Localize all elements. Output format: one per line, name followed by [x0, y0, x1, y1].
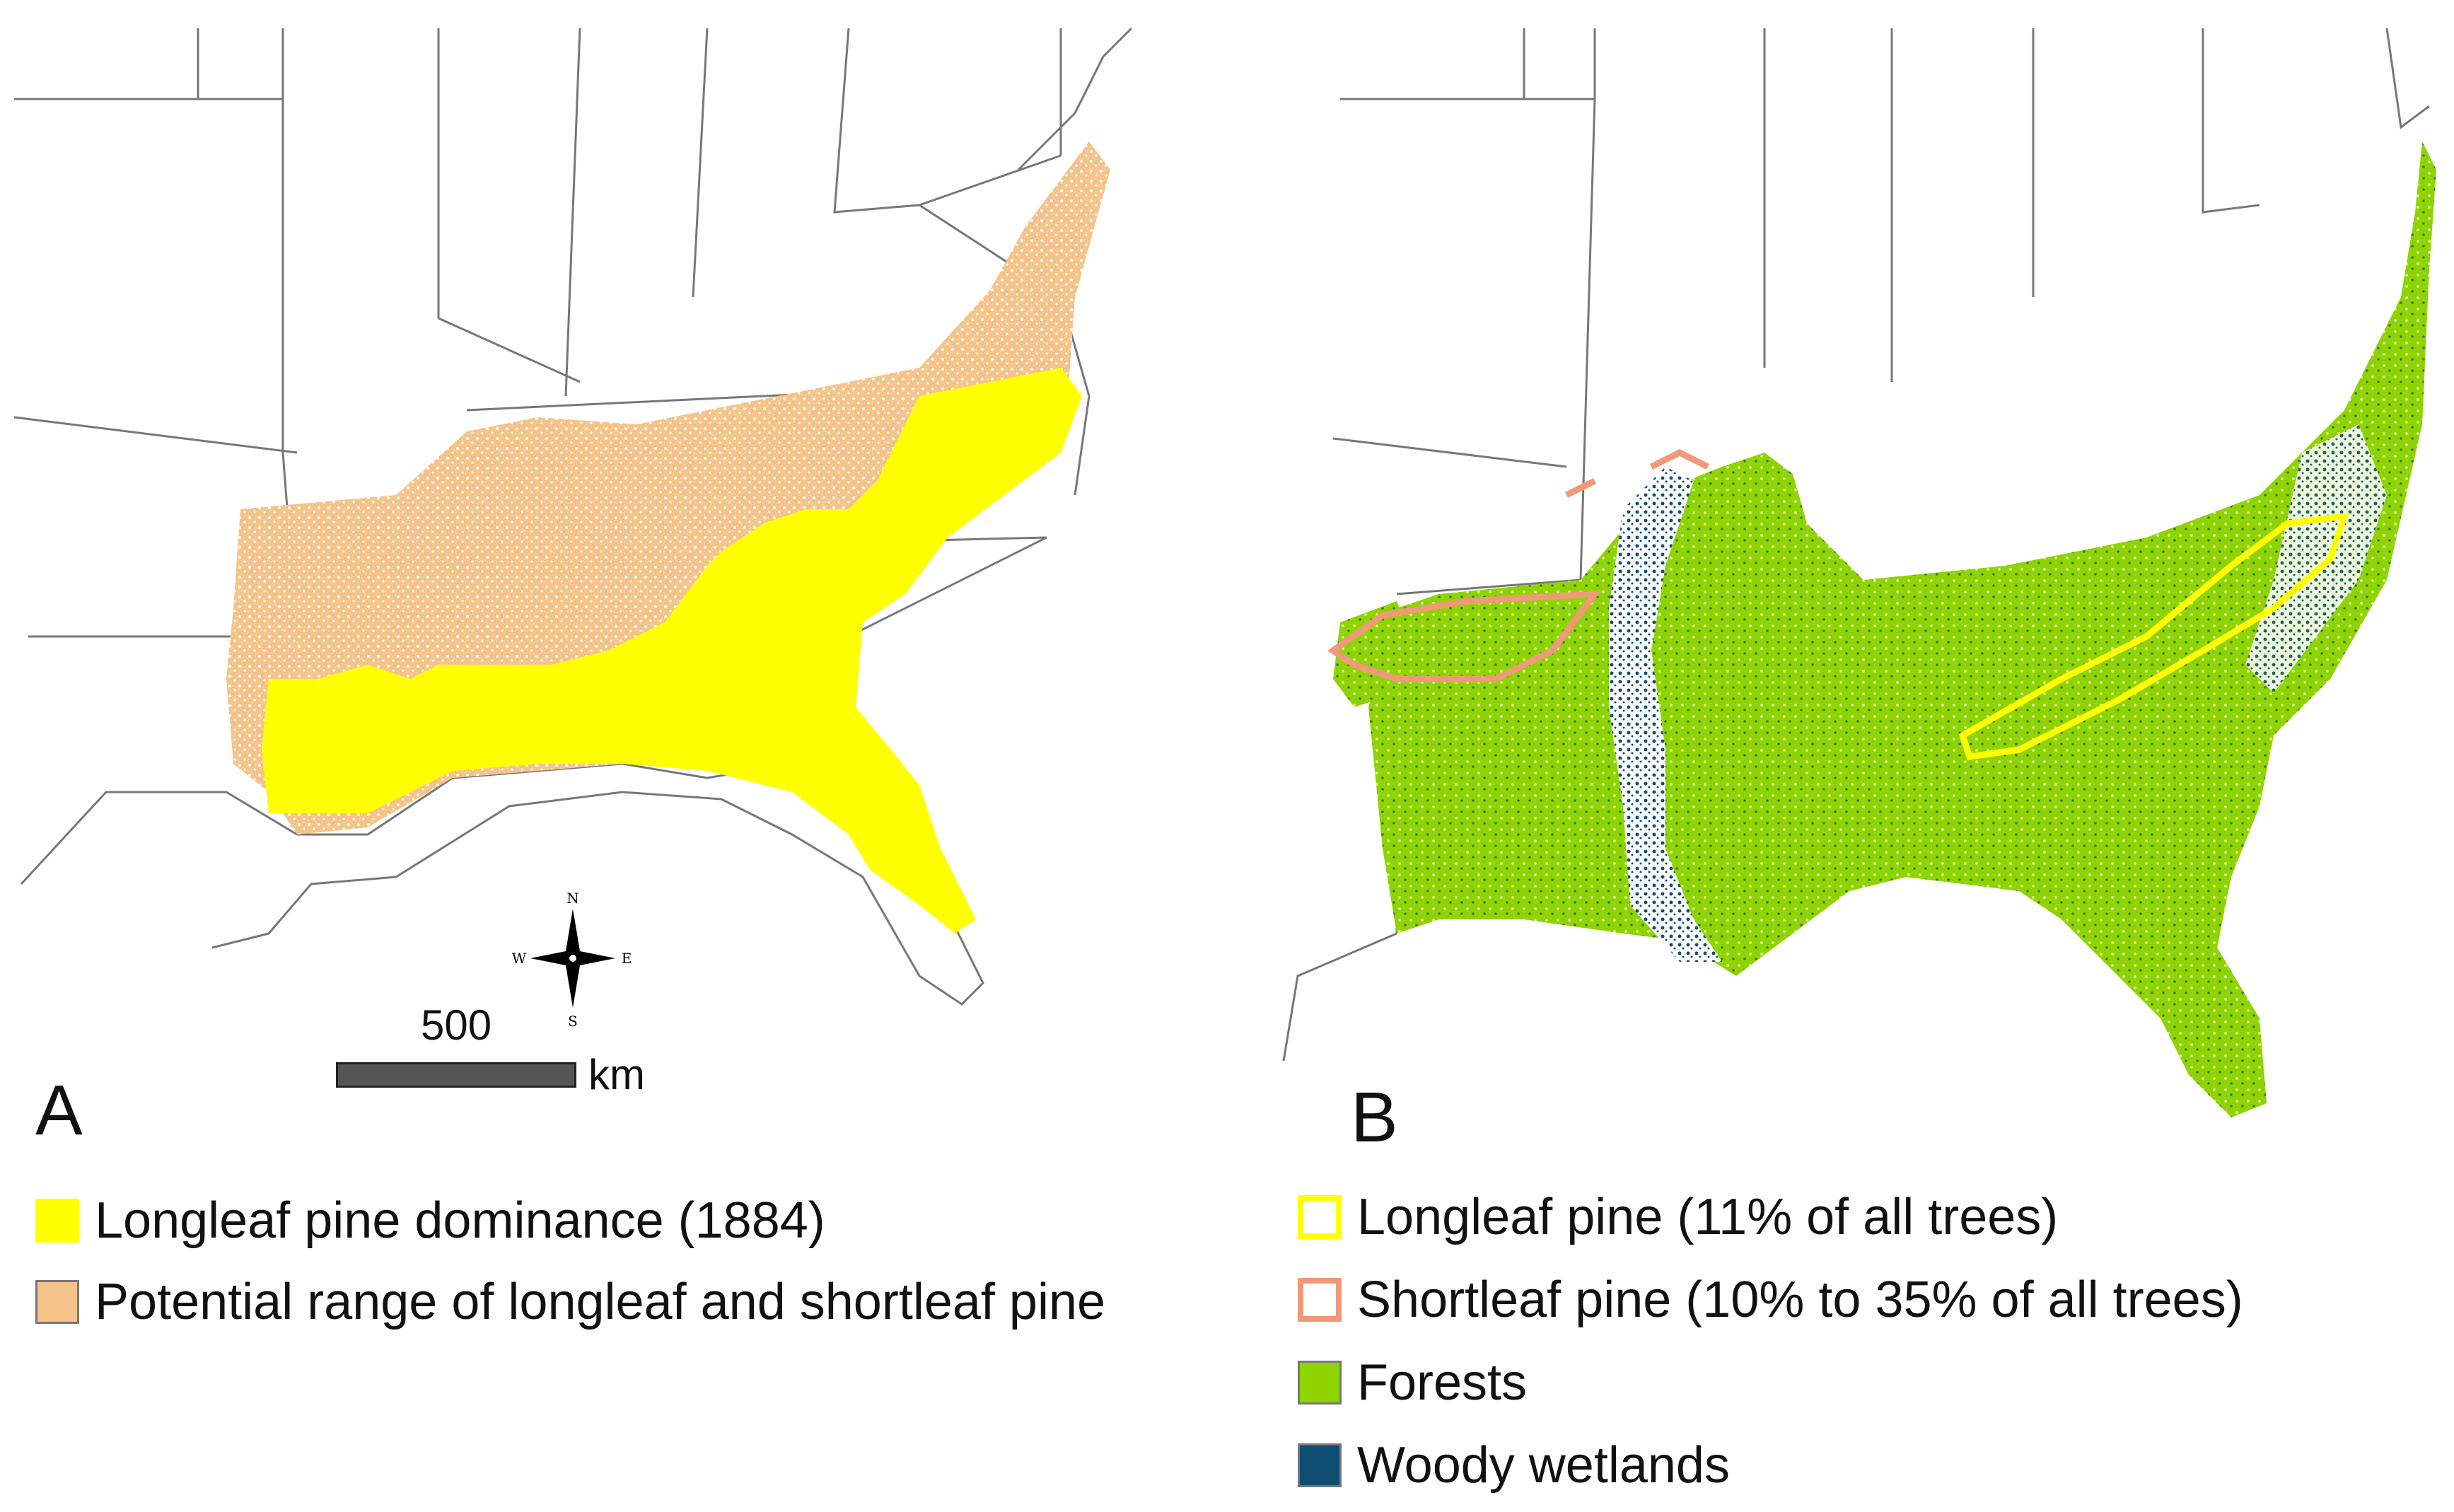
panel-letter-b: B [1351, 1078, 1398, 1157]
legend-label: Potential range of longleaf and shortlea… [95, 1274, 1106, 1330]
legend-label: Shortleaf pine (10% to 35% of all trees) [1357, 1272, 2243, 1328]
legend-label: Forests [1357, 1354, 1528, 1411]
potential-range-swatch [35, 1280, 79, 1324]
scale-bar: 500 km [332, 1001, 665, 1096]
longleaf-pine-swatch [1298, 1195, 1342, 1239]
compass-rose: N S W E [509, 888, 636, 1030]
compass-n: N [566, 890, 579, 907]
coastal-wetlands [2245, 424, 2387, 693]
legend-item-woody-wetlands: Woody wetlands [1298, 1440, 1730, 1491]
compass-s: S [568, 1013, 578, 1029]
compass-icon: N S W E [512, 890, 632, 1030]
legend-label: Longleaf pine dominance (1884) [95, 1192, 825, 1249]
map-panel-b: B Longleaf pine (11% of all trees) Short… [1227, 0, 2454, 1512]
shortleaf-pine-outline [1327, 590, 1602, 682]
panel-letter-a: A [35, 1071, 83, 1150]
longleaf-dominance-swatch [35, 1199, 79, 1243]
map-panel-a: N S W E 500 km A Longleaf pine dominance… [13, 27, 1133, 1327]
legend-item-longleaf-dominance: Longleaf pine dominance (1884) [35, 1195, 825, 1246]
map-a [13, 27, 1133, 1006]
shortleaf-pine-outline-north [1564, 448, 1710, 499]
compass-e: E [622, 950, 632, 967]
legend-item-forests: Forests [1298, 1357, 1527, 1408]
legend-item-potential-range: Potential range of longleaf and shortlea… [35, 1277, 1105, 1327]
mississippi-wetlands [1609, 467, 1722, 962]
potential-range-region [226, 141, 1110, 834]
shortleaf-pine-swatch [1298, 1278, 1342, 1322]
scale-bar-value: 500 [421, 1001, 492, 1049]
legend-item-shortleaf-pine: Shortleaf pine (10% to 35% of all trees) [1298, 1274, 2243, 1325]
longleaf-pine-outline [1958, 512, 2349, 760]
forests-swatch [1298, 1361, 1342, 1405]
longleaf-dominance-region [262, 368, 1082, 934]
map-b [1282, 28, 2436, 1117]
legend-label: Longleaf pine (11% of all trees) [1357, 1189, 2059, 1245]
woody-wetlands-swatch [1298, 1443, 1342, 1487]
legend-item-longleaf-pine: Longleaf pine (11% of all trees) [1298, 1192, 2058, 1243]
legend-label: Woody wetlands [1357, 1437, 1730, 1494]
forests-region-west [1333, 601, 1411, 707]
compass-w: W [512, 950, 527, 967]
scale-bar-graphic [336, 1062, 576, 1088]
scale-bar-unit: km [588, 1051, 645, 1098]
